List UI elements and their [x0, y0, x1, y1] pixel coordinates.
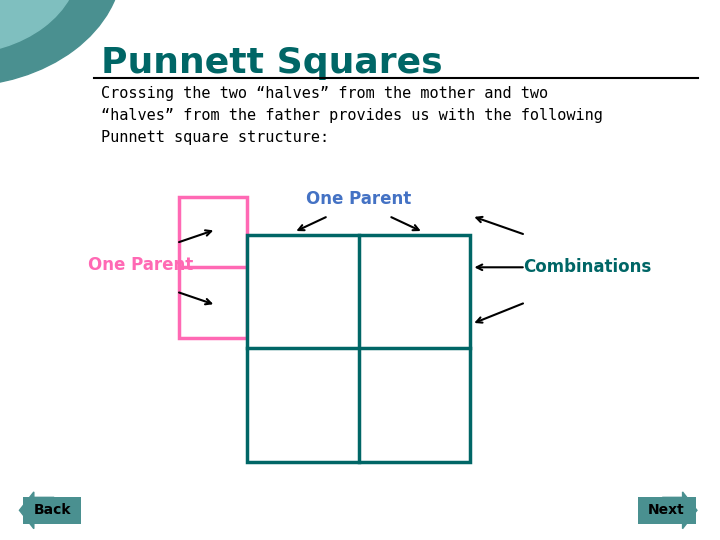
- Text: Crossing the two “halves” from the mother and two
“halves” from the father provi: Crossing the two “halves” from the mothe…: [101, 86, 603, 145]
- Text: Combinations: Combinations: [523, 258, 651, 276]
- Text: Punnett Squares: Punnett Squares: [101, 46, 442, 80]
- FancyArrow shape: [19, 492, 54, 529]
- Text: One Parent: One Parent: [88, 255, 193, 274]
- Bar: [247, 235, 470, 462]
- Text: Next: Next: [647, 503, 685, 517]
- Text: Back: Back: [34, 503, 71, 517]
- Bar: [277, 286, 468, 370]
- Bar: [23, 497, 81, 524]
- Bar: [179, 197, 247, 338]
- FancyArrow shape: [662, 492, 697, 529]
- Text: One Parent: One Parent: [306, 190, 411, 208]
- Circle shape: [0, 0, 79, 54]
- Bar: [638, 497, 696, 524]
- Circle shape: [0, 0, 122, 86]
